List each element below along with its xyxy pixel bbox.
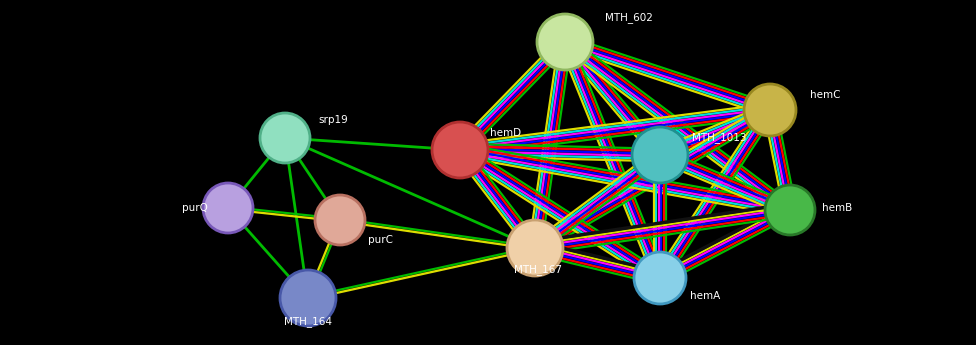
Text: MTH_1013: MTH_1013 [692, 132, 747, 144]
Circle shape [744, 84, 796, 136]
Circle shape [203, 183, 253, 233]
Circle shape [765, 185, 815, 235]
Circle shape [632, 127, 688, 183]
Text: purC: purC [368, 235, 393, 245]
Text: hemA: hemA [690, 291, 720, 301]
Text: purQ: purQ [183, 203, 208, 213]
Circle shape [260, 113, 310, 163]
Text: MTH_602: MTH_602 [605, 12, 653, 23]
Text: MTH_164: MTH_164 [284, 317, 332, 327]
Text: hemC: hemC [810, 90, 840, 100]
Circle shape [634, 252, 686, 304]
Circle shape [537, 14, 593, 70]
Circle shape [507, 220, 563, 276]
Circle shape [432, 122, 488, 178]
Circle shape [315, 195, 365, 245]
Text: MTH_167: MTH_167 [514, 265, 562, 275]
Text: srp19: srp19 [318, 115, 347, 125]
Text: hemD: hemD [490, 128, 521, 138]
Text: hemB: hemB [822, 203, 852, 213]
Circle shape [280, 270, 336, 326]
